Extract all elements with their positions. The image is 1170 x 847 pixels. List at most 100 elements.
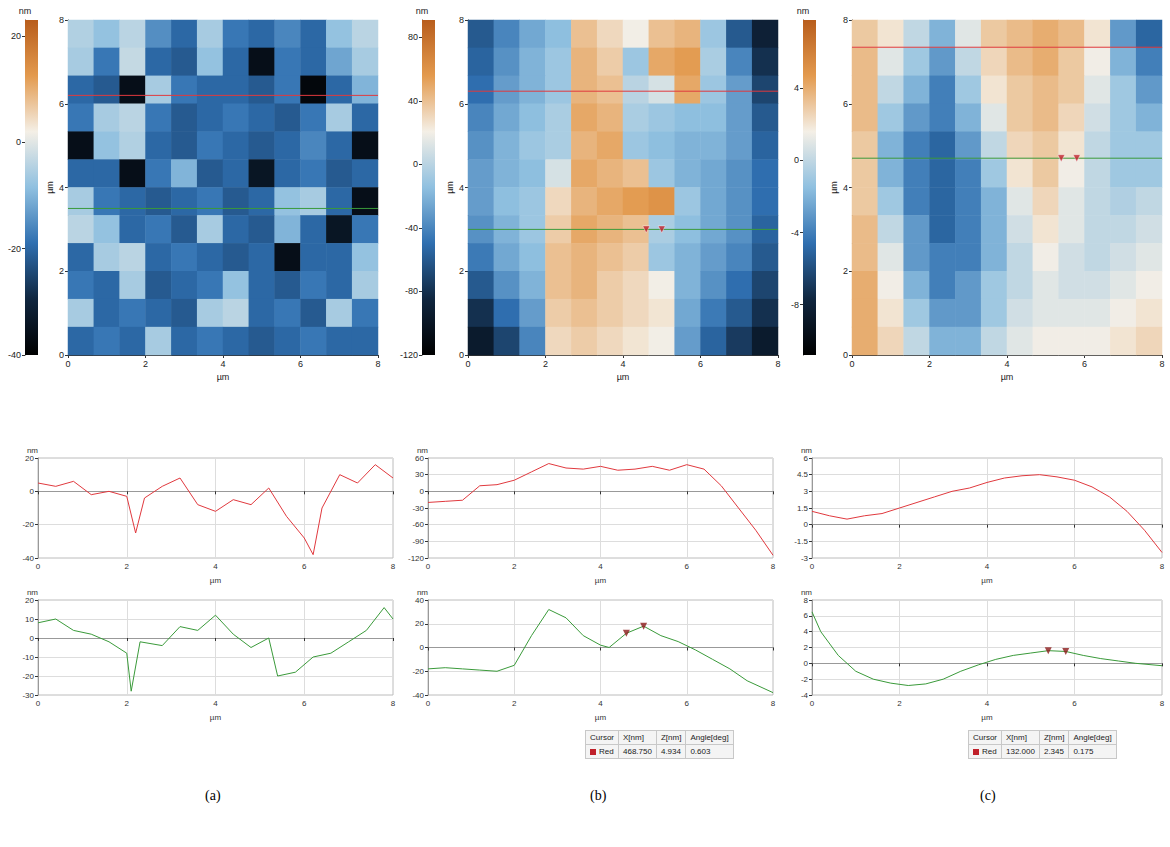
svg-text:-20: -20 (8, 244, 21, 254)
svg-text:-60: -60 (412, 520, 424, 529)
svg-text:-40: -40 (22, 554, 34, 563)
svg-text:-4: -4 (791, 228, 799, 238)
svg-text:µm: µm (981, 713, 993, 722)
svg-text:2: 2 (897, 562, 902, 571)
svg-text:2: 2 (512, 562, 517, 571)
svg-text:0: 0 (804, 659, 809, 668)
svg-text:µm: µm (217, 372, 230, 382)
svg-text:-30: -30 (412, 504, 424, 513)
svg-text:0: 0 (420, 643, 425, 652)
svg-text:20: 20 (415, 619, 424, 628)
svg-text:8: 8 (1160, 562, 1165, 571)
svg-text:4: 4 (804, 627, 809, 636)
svg-text:0: 0 (413, 159, 418, 169)
svg-text:0: 0 (16, 137, 21, 147)
svg-text:6: 6 (302, 699, 307, 708)
svg-text:6: 6 (1082, 359, 1087, 369)
svg-text:4: 4 (598, 699, 603, 708)
svg-text:4: 4 (459, 183, 464, 193)
svg-text:-40: -40 (8, 350, 21, 360)
svg-text:4: 4 (220, 359, 225, 369)
svg-text:0: 0 (30, 634, 35, 643)
svg-text:µm: µm (617, 372, 630, 382)
svg-text:µm: µm (1001, 372, 1014, 382)
svg-text:µm: µm (45, 181, 55, 194)
svg-text:4.5: 4.5 (797, 470, 809, 479)
svg-text:6: 6 (804, 611, 809, 620)
svg-text:20: 20 (25, 454, 34, 463)
svg-text:6: 6 (302, 562, 307, 571)
svg-text:µm: µm (981, 576, 993, 585)
svg-text:2: 2 (543, 359, 548, 369)
svg-text:0: 0 (794, 155, 799, 165)
svg-text:4: 4 (794, 83, 799, 93)
svg-text:4: 4 (213, 699, 218, 708)
svg-text:0: 0 (465, 359, 470, 369)
svg-text:8: 8 (775, 359, 780, 369)
svg-text:-8: -8 (791, 300, 799, 310)
svg-text:-20: -20 (22, 672, 34, 681)
svg-text:0: 0 (843, 350, 848, 360)
svg-text:2: 2 (125, 699, 130, 708)
svg-text:6: 6 (1072, 562, 1077, 571)
svg-text:6: 6 (1072, 699, 1077, 708)
svg-text:-120: -120 (400, 350, 418, 360)
svg-text:4: 4 (598, 562, 603, 571)
svg-text:4: 4 (213, 562, 218, 571)
svg-text:0: 0 (426, 699, 431, 708)
svg-text:-3: -3 (801, 554, 809, 563)
svg-text:0: 0 (65, 359, 70, 369)
svg-text:2: 2 (125, 562, 130, 571)
svg-text:-80: -80 (405, 286, 418, 296)
svg-text:4: 4 (59, 183, 64, 193)
svg-text:20: 20 (25, 596, 34, 605)
svg-text:4: 4 (1004, 359, 1009, 369)
svg-text:2: 2 (804, 643, 809, 652)
svg-text:8: 8 (771, 699, 776, 708)
svg-text:µm: µm (829, 181, 839, 194)
svg-text:0: 0 (810, 562, 815, 571)
svg-text:(c): (c) (980, 788, 996, 804)
svg-text:2: 2 (897, 699, 902, 708)
svg-text:-30: -30 (22, 691, 34, 700)
svg-text:-2: -2 (801, 675, 809, 684)
svg-text:80: 80 (408, 32, 418, 42)
svg-text:-40: -40 (405, 223, 418, 233)
svg-text:6: 6 (843, 99, 848, 109)
svg-text:6: 6 (298, 359, 303, 369)
svg-text:8: 8 (771, 562, 776, 571)
svg-text:6: 6 (59, 99, 64, 109)
svg-text:nm: nm (19, 6, 32, 16)
svg-text:2: 2 (843, 266, 848, 276)
svg-text:0: 0 (426, 562, 431, 571)
svg-text:µm: µm (595, 713, 607, 722)
svg-text:µm: µm (595, 576, 607, 585)
svg-text:nm: nm (797, 6, 810, 16)
svg-text:-20: -20 (412, 667, 424, 676)
svg-text:0: 0 (36, 562, 41, 571)
svg-text:4: 4 (843, 183, 848, 193)
svg-text:µm: µm (445, 181, 455, 194)
svg-text:8: 8 (1160, 699, 1165, 708)
svg-text:10: 10 (25, 615, 34, 624)
svg-text:0: 0 (459, 350, 464, 360)
svg-text:6: 6 (698, 359, 703, 369)
svg-text:8: 8 (804, 596, 809, 605)
svg-text:8: 8 (59, 15, 64, 25)
svg-text:6: 6 (685, 699, 690, 708)
svg-text:0: 0 (810, 699, 815, 708)
svg-text:40: 40 (415, 596, 424, 605)
svg-text:8: 8 (375, 359, 380, 369)
svg-text:0: 0 (59, 350, 64, 360)
svg-text:8: 8 (391, 699, 396, 708)
svg-text:-40: -40 (412, 691, 424, 700)
svg-text:2: 2 (143, 359, 148, 369)
svg-text:0: 0 (420, 487, 425, 496)
svg-text:4: 4 (985, 699, 990, 708)
svg-text:60: 60 (415, 454, 424, 463)
svg-text:4: 4 (985, 562, 990, 571)
svg-text:-20: -20 (22, 520, 34, 529)
svg-text:6: 6 (459, 99, 464, 109)
svg-text:0: 0 (36, 699, 41, 708)
svg-text:0: 0 (30, 487, 35, 496)
